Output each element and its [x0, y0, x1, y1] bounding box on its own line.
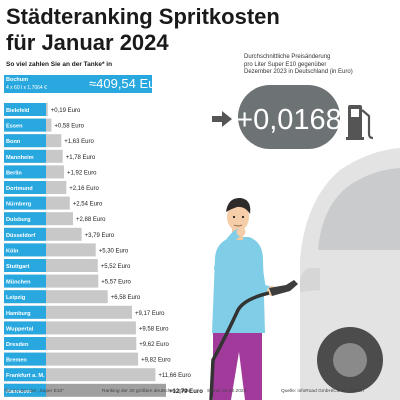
average-change-line-1: Durchschnittliche Preisänderung: [244, 54, 331, 60]
city-label: Berlin: [6, 170, 22, 176]
value-label: +3,79 Euro: [85, 233, 115, 239]
reference-formula: 4 x 60 l x 1,7064 €: [6, 85, 47, 91]
city-label: Mannheim: [6, 155, 34, 161]
arrow-right-icon: [212, 111, 232, 127]
value-label: +0,58 Euro: [54, 124, 84, 130]
reference-city-box: Bochum 4 x 60 l x 1,7064 € ≈409,54 Euro: [4, 75, 167, 93]
value-label: +2,88 Euro: [76, 217, 106, 223]
value-label: +1,92 Euro: [67, 170, 97, 176]
price-change-oval: [238, 85, 340, 149]
city-label-box: [4, 305, 46, 319]
city-label: Dortmund: [6, 186, 33, 192]
city-label-box: [4, 134, 46, 148]
city-label: Hamburg: [6, 311, 31, 317]
city-label-box: [4, 274, 46, 288]
city-label: Bonn: [6, 139, 21, 145]
value-label: +2,16 Euro: [69, 186, 99, 192]
city-label: Düsseldorf: [6, 233, 35, 239]
price-change-display: +0,0168: [236, 85, 342, 149]
city-label-box: [4, 321, 46, 335]
value-label: +1,78 Euro: [66, 155, 96, 161]
chart-subtitle: So viel zahlen Sie an der Tanke* in: [6, 61, 113, 68]
value-label: +2,54 Euro: [73, 202, 103, 208]
city-label-box: [4, 181, 46, 194]
average-change-caption: Durchschnittliche Preisänderung pro Lite…: [244, 54, 374, 77]
value-label: +5,30 Euro: [99, 248, 129, 254]
value-label: +12,79 Euro: [169, 389, 203, 395]
reference-total: ≈409,54 Euro: [89, 76, 167, 91]
fuel-pump-icon: [346, 105, 374, 140]
reference-city: Bochum: [6, 77, 28, 83]
city-label-box: [4, 290, 46, 304]
footer-ranking: Ranking der 20 größten deutschen Städte: [102, 389, 192, 394]
city-label: Köln: [6, 248, 19, 254]
city-label-box: [4, 118, 46, 132]
value-label: +5,52 Euro: [101, 264, 131, 270]
city-label-box: [4, 243, 46, 257]
city-label-box: [4, 212, 46, 226]
price-change-value: +0,0168: [236, 104, 342, 136]
value-label: +9,58 Euro: [139, 326, 169, 332]
value-label: +11,66 Euro: [158, 373, 191, 379]
city-label-box: [4, 196, 46, 210]
average-change-line-2: pro Liter Super E10 gegenüber: [244, 61, 327, 68]
title-line-1: Städteranking Spritkosten: [6, 4, 280, 29]
value-label: +9,82 Euro: [141, 358, 171, 364]
value-label: +1,63 Euro: [64, 139, 94, 145]
city-label: Duisburg: [6, 217, 31, 223]
value-label: +5,57 Euro: [101, 280, 131, 286]
value-label: +6,58 Euro: [111, 295, 141, 301]
city-label: Bielefeld: [6, 108, 30, 114]
city-label-box: [4, 352, 46, 366]
city-label: München: [6, 280, 31, 286]
city-label-box: [4, 103, 46, 116]
person-illustration: [209, 197, 298, 400]
bar-chart-area: Bielefeld +0,19 Euro Essen +0,58 Euro Bonn +1…: [4, 103, 203, 397]
city-label-box: [4, 259, 46, 272]
city-label: Stuttgart: [6, 264, 29, 270]
city-label-box: [4, 149, 46, 163]
city-label: Nürnberg: [6, 202, 32, 208]
footer-date: Stand: 01.02.2024: [207, 389, 247, 394]
city-label: Bremen: [6, 358, 27, 364]
title-line-2: für Januar 2024: [6, 30, 169, 55]
city-label: Wuppertal: [6, 326, 34, 332]
city-label-box: [4, 383, 46, 397]
chart-title: Städteranking Spritkosten für Januar 202…: [6, 4, 280, 56]
city-label: Dresden: [6, 342, 29, 348]
footer-note: *für 4 x 60 Liter „Super E10": [4, 389, 64, 394]
city-label-box: [4, 227, 46, 241]
value-label: +9,62 Euro: [139, 342, 169, 348]
footer-source: Quelle: infoRoad GmbH/Clever Tanken: [281, 389, 364, 394]
city-label-box: [4, 165, 46, 179]
city-label: Essen: [6, 124, 23, 130]
value-label: +0,19 Euro: [51, 108, 81, 114]
car-illustration: [300, 148, 400, 400]
city-label-box: [4, 337, 46, 350]
average-change-line-3: Dezember 2023 in Deutschland (in Euro): [244, 69, 353, 75]
city-label: Hannover: [6, 389, 33, 395]
city-label-box: [4, 368, 46, 382]
city-label: Frankfurt a. M.: [6, 373, 45, 379]
city-label: Leipzig: [6, 295, 26, 301]
value-label: +9,17 Euro: [135, 311, 165, 317]
